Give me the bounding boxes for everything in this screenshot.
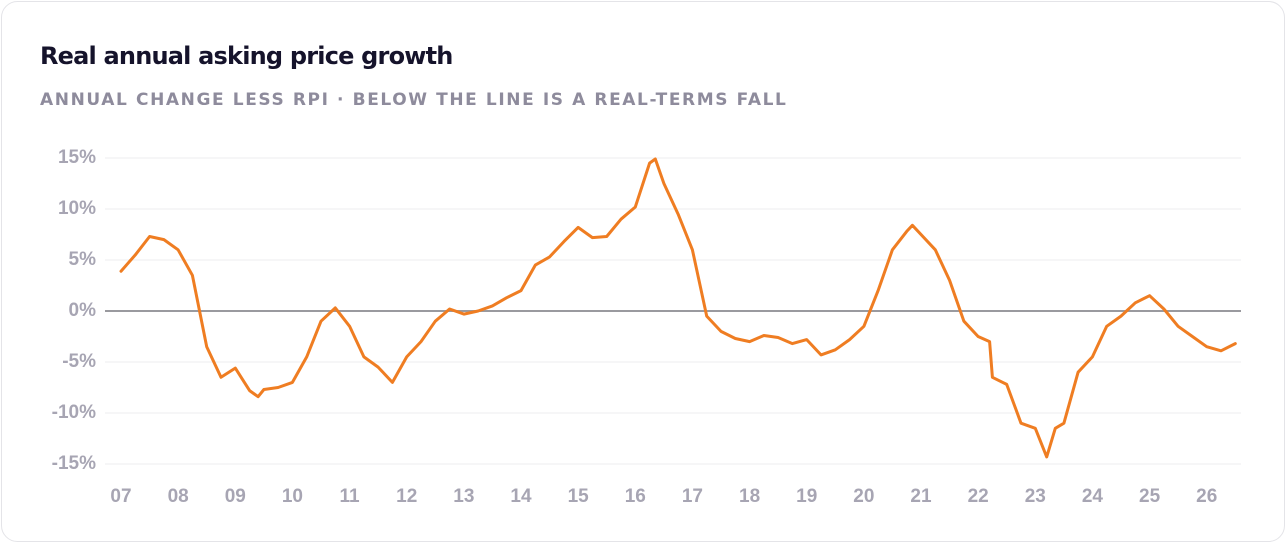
y-tick-label: 15% [58,147,96,168]
y-tick-label: 0% [69,300,97,321]
y-tick-label: -10% [52,402,96,423]
x-tick-label: 18 [739,486,760,507]
data-line [119,157,1237,459]
x-tick-label: 26 [1196,486,1217,507]
x-tick-label: 22 [968,486,989,507]
x-tick-label: 20 [853,486,874,507]
x-tick-label: 17 [682,486,703,507]
x-tick-label: 11 [340,486,361,507]
y-tick-label: 10% [58,198,96,219]
x-tick-label: 12 [396,486,417,507]
chart-subtitle: ANNUAL CHANGE LESS RPI · BELOW THE LINE … [40,90,788,110]
y-tick-label: 5% [69,249,97,270]
x-tick-label: 25 [1139,486,1161,507]
x-tick-label: 21 [910,486,932,507]
y-tick-label: -5% [62,351,96,372]
chart-title: Real annual asking price growth [40,42,453,70]
y-tick-label: -15% [52,453,96,474]
x-tick-label: 24 [1082,486,1104,507]
x-tick-label: 08 [168,486,189,507]
x-tick-label: 10 [282,486,303,507]
x-tick-label: 14 [510,486,532,507]
x-tick-label: 07 [110,486,131,507]
x-tick-label: 13 [453,486,474,507]
x-tick-label: 19 [796,486,817,507]
x-tick-label: 23 [1025,486,1046,507]
x-tick-label: 15 [568,486,590,507]
x-tick-label: 16 [625,486,646,507]
x-tick-label: 09 [225,486,246,507]
